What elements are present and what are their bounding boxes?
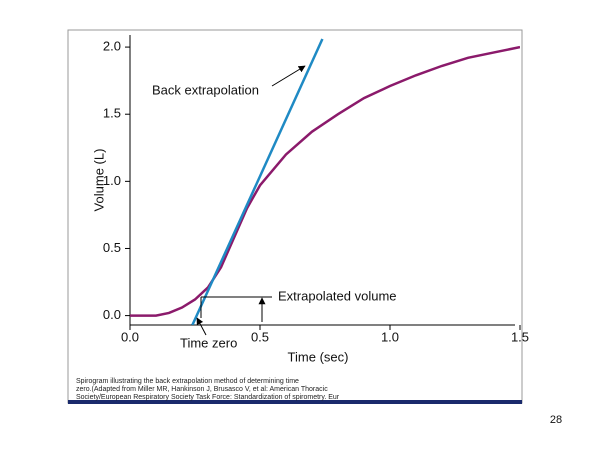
page-number: 28 xyxy=(550,414,562,426)
y-tick-label: 1.5 xyxy=(103,106,121,121)
annotation: Back extrapolation xyxy=(152,82,259,97)
annotation-arrow xyxy=(271,65,306,87)
plot-area xyxy=(130,38,520,325)
annotation: Time zero xyxy=(180,335,237,350)
x-tick-label: 0.0 xyxy=(121,329,139,344)
x-tick-label: 1.5 xyxy=(511,329,529,344)
annotation-arrow xyxy=(196,317,207,336)
annotation: Extrapolated volume xyxy=(278,288,397,303)
caption-line: Society/European Respiratory Society Tas… xyxy=(76,394,340,401)
figure-bar xyxy=(68,400,522,404)
x-axis-label: Time (sec) xyxy=(288,349,349,364)
x-tick-label: 0.5 xyxy=(251,329,269,344)
figure-frame xyxy=(67,29,523,404)
y-axis-label: Volume (L) xyxy=(91,149,106,212)
y-tick-label: 0.5 xyxy=(103,240,121,255)
caption-line: zero.(Adapted from Miller MR, Hankinson … xyxy=(76,386,328,393)
x-tick-label: 1.0 xyxy=(381,329,399,344)
curve xyxy=(130,45,520,317)
y-tick-label: 1.0 xyxy=(103,173,121,188)
curve xyxy=(191,38,324,325)
y-tick-label: 0.0 xyxy=(103,307,121,322)
caption-line: Spirogram illustrating the back extrapol… xyxy=(76,378,299,385)
y-tick-label: 2.0 xyxy=(103,39,121,54)
